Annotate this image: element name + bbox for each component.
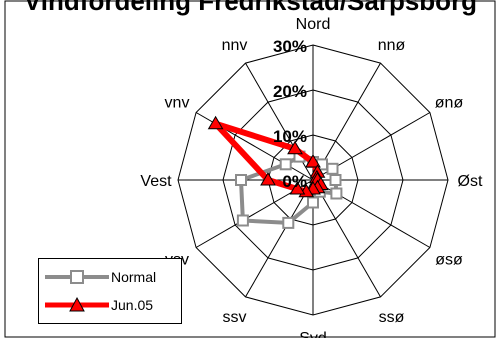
legend-label-jun05: Jun.05	[111, 297, 154, 313]
direction-label: ssø	[379, 309, 405, 326]
data-point	[236, 214, 249, 227]
direction-label: Vest	[140, 173, 172, 190]
radial-tick-label: 0%	[282, 172, 307, 191]
data-point	[305, 154, 321, 168]
data-point	[235, 174, 247, 186]
legend-item-jun05: Jun.05	[39, 293, 181, 317]
radial-tick-label: 10%	[273, 127, 307, 146]
data-point	[279, 158, 292, 171]
data-point	[260, 172, 276, 186]
data-point	[326, 162, 339, 175]
data-point	[330, 187, 343, 200]
direction-label: ssv	[223, 309, 247, 326]
series-jun-05	[207, 115, 329, 198]
direction-label: nnv	[222, 37, 248, 54]
chart-border	[4, 0, 496, 338]
grid-spoke	[245, 179, 314, 298]
data-point	[289, 181, 306, 195]
grid-spoke	[312, 179, 381, 298]
legend-label-normal: Normal	[111, 269, 157, 285]
direction-label: Øst	[458, 173, 483, 190]
radial-tick-label: 20%	[273, 82, 307, 101]
data-point	[329, 174, 342, 186]
radial-tick-label: 30%	[273, 37, 307, 56]
legend-item-normal: Normal	[39, 265, 181, 289]
direction-label: vnv	[165, 95, 190, 112]
direction-label: ønø	[435, 95, 464, 112]
direction-label: øsø	[435, 252, 463, 269]
direction-label: Syd	[299, 330, 327, 338]
legend: Normal Jun.05	[38, 258, 182, 324]
data-point	[207, 115, 224, 130]
data-point	[282, 216, 295, 229]
data-point	[287, 140, 303, 155]
chart-title: Vindfordeling Fredrikstad/Sarpsborg	[23, 0, 478, 16]
direction-label: nnø	[378, 37, 406, 54]
data-point	[307, 196, 319, 209]
direction-label: Nord	[296, 16, 331, 33]
